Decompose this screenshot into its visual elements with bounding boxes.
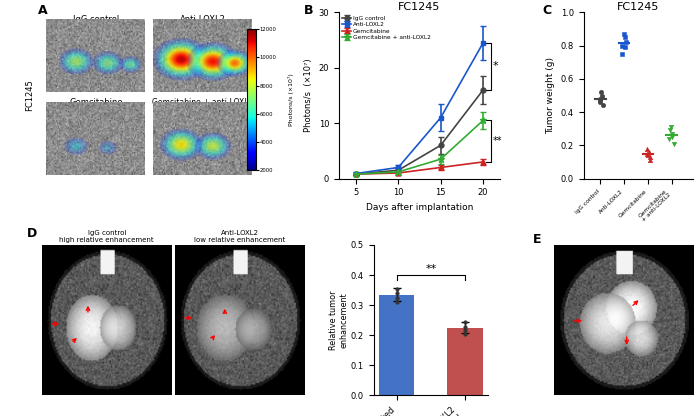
Title: FC1245: FC1245 [398,2,441,12]
Point [391,294,402,301]
Point [665,124,676,130]
Point [594,97,606,104]
Point [642,145,653,152]
Legend: IgG control, Anti-LOXL2, Gemcitabine, Gemcitabine + anti-LOXL2: IgG control, Anti-LOXL2, Gemcitabine, Ge… [342,15,431,40]
Text: D: D [27,227,36,240]
X-axis label: Days after implantation: Days after implantation [366,203,473,212]
Point [459,319,470,326]
Y-axis label: Photons/s  (×10⁷): Photons/s (×10⁷) [304,59,313,132]
Point [621,39,632,46]
Title: Anti-LOXL2
low relative enhancement: Anti-LOXL2 low relative enhancement [194,230,286,243]
Text: Gemcitabine + anti-LOXL2: Gemcitabine + anti-LOXL2 [153,98,253,107]
Text: *: * [492,62,498,72]
Text: Photons/s (×10⁷): Photons/s (×10⁷) [288,73,293,126]
Point [643,149,655,155]
Point [596,92,607,99]
Point [620,34,631,41]
Point [391,285,402,292]
Text: Anti-LOXL2: Anti-LOXL2 [180,15,226,24]
Title: FC1245: FC1245 [617,2,659,12]
Bar [447,327,483,395]
Text: **: ** [492,136,502,146]
Point [667,134,678,140]
Point [459,330,470,337]
Point [618,31,629,37]
Text: FC1245: FC1245 [25,79,34,111]
Point [391,290,402,296]
Point [643,152,654,158]
Text: **: ** [425,264,437,274]
Point [595,89,606,96]
Bar [379,295,414,395]
Point [642,150,653,157]
Point [594,99,606,106]
Point [668,140,679,147]
Point [391,299,402,305]
Text: E: E [533,233,541,246]
Y-axis label: Relative tumor
enhancement: Relative tumor enhancement [329,290,348,350]
Text: IgG control: IgG control [74,15,120,24]
Text: Gemcitabine: Gemcitabine [69,98,123,107]
Y-axis label: Tumor weight (g): Tumor weight (g) [546,57,555,134]
Point [664,127,676,134]
Point [645,154,656,160]
Point [594,96,606,102]
Point [617,42,628,49]
Point [644,157,655,163]
Point [459,327,470,333]
Point [459,323,470,330]
Point [619,44,630,51]
Point [664,135,675,142]
Point [598,102,609,109]
Text: B: B [304,4,313,17]
Point [616,51,627,57]
Text: A: A [38,4,48,17]
Text: C: C [542,4,552,17]
Title: IgG control
high relative enhancement: IgG control high relative enhancement [60,230,154,243]
Point [666,130,678,137]
